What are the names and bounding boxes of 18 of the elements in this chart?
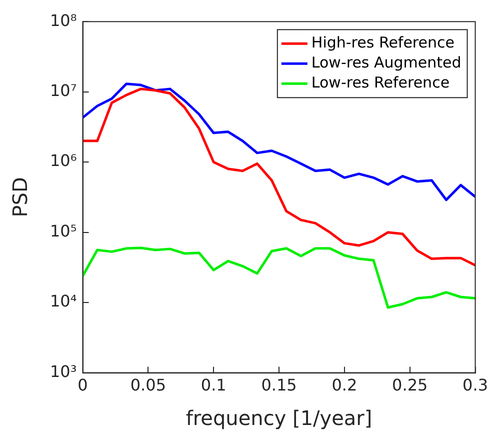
y-axis-title: PSD bbox=[8, 177, 32, 218]
x-tick-label: 0.15 bbox=[261, 376, 297, 395]
x-tick-label: 0 bbox=[78, 376, 88, 395]
y-tick-label: 10⁸ bbox=[50, 10, 77, 30]
legend-label: Low-res Augmented bbox=[311, 53, 462, 72]
x-tick-label: 0.25 bbox=[392, 376, 428, 395]
legend-label: High-res Reference bbox=[311, 33, 454, 52]
legend-label: Low-res Reference bbox=[311, 73, 450, 92]
x-tick-label: 0.1 bbox=[200, 376, 226, 395]
y-tick-label: 10⁶ bbox=[50, 151, 77, 170]
x-tick-label: 0.05 bbox=[130, 376, 166, 395]
x-tick-label: 0.3 bbox=[462, 376, 488, 395]
y-tick-label: 10⁴ bbox=[50, 292, 77, 311]
y-tick-label: 10⁷ bbox=[50, 80, 77, 100]
x-tick-label: 0.2 bbox=[332, 376, 358, 395]
y-tick-label: 10³ bbox=[50, 362, 77, 381]
y-tick-label: 10⁵ bbox=[50, 221, 77, 240]
x-axis-title: frequency [1/year] bbox=[186, 406, 372, 430]
